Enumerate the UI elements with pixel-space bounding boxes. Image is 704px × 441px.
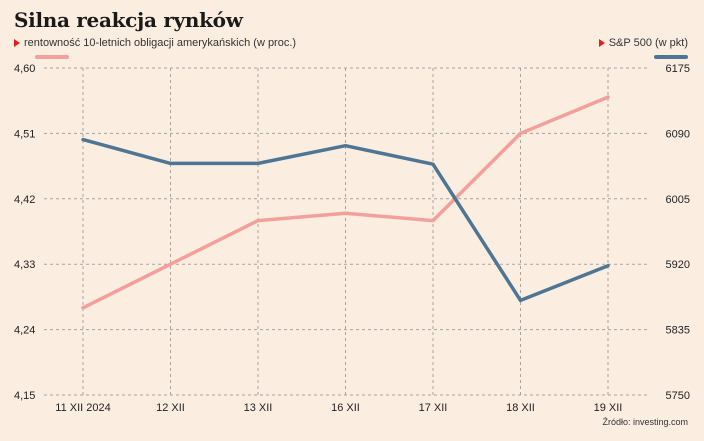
x-tick-label: 16 XII <box>331 402 360 414</box>
legend-left-label: rentowność 10-letnich obligacji amerykań… <box>24 37 297 49</box>
y-left-tick-label: 4,15 <box>14 390 35 402</box>
y-right-tick-label: 5920 <box>666 259 690 271</box>
y-left-tick-label: 4,33 <box>14 259 35 271</box>
y-right-tick-label: 6005 <box>666 194 690 206</box>
y-left-tick-label: 4,24 <box>14 325 35 337</box>
y-right-tick-label: 5835 <box>666 325 690 337</box>
triangle-marker-icon <box>14 39 20 47</box>
legend-right-swatch <box>654 55 688 59</box>
x-tick-label: 18 XII <box>506 402 535 414</box>
legend-left-series: rentowność 10-letnich obligacji amerykań… <box>14 37 296 49</box>
y-right-tick-label: 6175 <box>666 63 690 75</box>
series-line-sp500 <box>81 137 610 303</box>
y-left-tick-label: 4,51 <box>14 128 35 140</box>
x-tick-label: 11 XII 2024 <box>55 402 110 414</box>
legend-left-swatch <box>35 55 69 59</box>
series-line-yield <box>81 95 610 310</box>
x-tick-label: 13 XII <box>244 402 273 414</box>
y-right-tick-label: 6090 <box>666 128 690 140</box>
x-tick-label: 12 XII <box>156 402 185 414</box>
source-note: Źródło: investing.com <box>602 417 688 427</box>
legend-right-series: S&P 500 (w pkt) <box>598 37 688 49</box>
x-tick-label: 19 XII <box>594 402 623 414</box>
y-right-tick-label: 5750 <box>666 390 690 402</box>
triangle-marker-icon <box>598 39 605 47</box>
legend-right-label: S&P 500 (w pkt) <box>608 37 688 49</box>
y-left-tick-label: 4,60 <box>14 63 35 75</box>
y-left-tick-label: 4,42 <box>14 194 35 206</box>
chart-title: Silna reakcja rynków <box>14 8 243 32</box>
x-tick-label: 17 XII <box>419 402 448 414</box>
